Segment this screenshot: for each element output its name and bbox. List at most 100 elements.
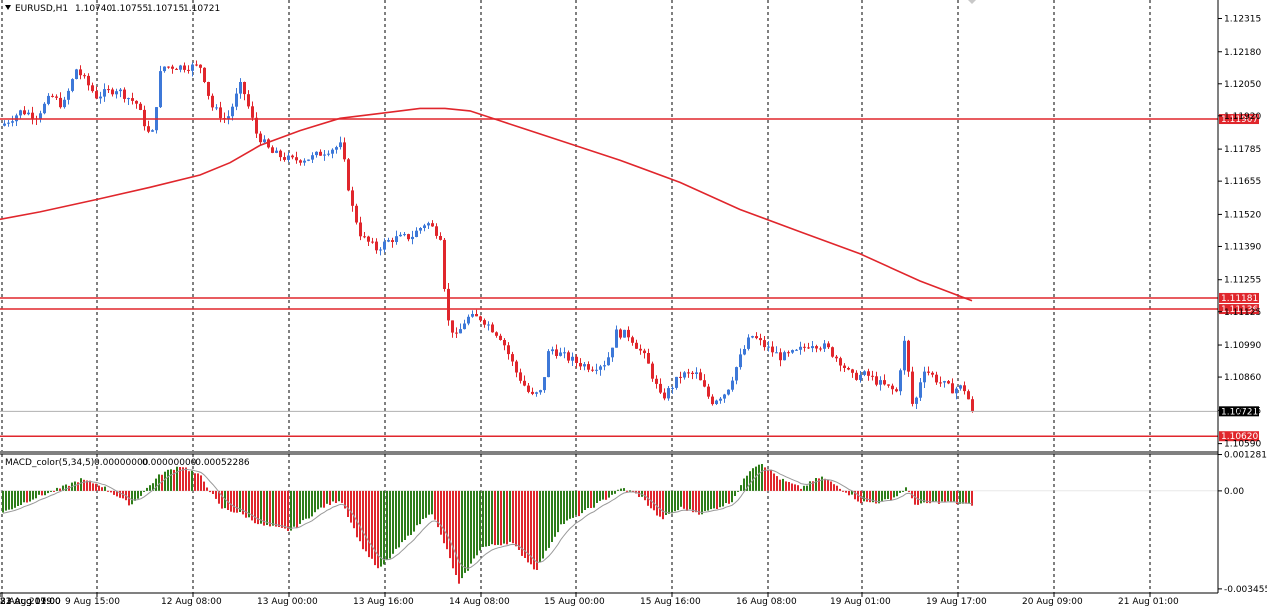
candle[interactable] [159, 65, 162, 108]
candle[interactable] [207, 81, 210, 100]
candle[interactable] [559, 347, 562, 357]
candle[interactable] [395, 230, 398, 245]
candle[interactable] [203, 67, 206, 84]
candle[interactable] [83, 73, 86, 79]
candle[interactable] [779, 348, 782, 367]
candle[interactable] [611, 347, 614, 362]
candle[interactable] [283, 152, 286, 162]
candle[interactable] [199, 64, 202, 74]
candle[interactable] [683, 371, 686, 380]
candle[interactable] [459, 323, 462, 334]
candle[interactable] [871, 370, 874, 381]
candle[interactable] [735, 366, 738, 385]
candle[interactable] [383, 238, 386, 253]
candle[interactable] [783, 350, 786, 361]
candle[interactable] [347, 158, 350, 192]
candle[interactable] [491, 322, 494, 333]
candle[interactable] [935, 371, 938, 385]
candle[interactable] [391, 237, 394, 248]
candle[interactable] [767, 341, 770, 352]
candle[interactable] [567, 350, 570, 364]
candle[interactable] [243, 81, 246, 101]
candle[interactable] [91, 82, 94, 93]
candle[interactable] [155, 107, 158, 134]
candle[interactable] [139, 102, 142, 111]
candle[interactable] [959, 384, 962, 391]
candle[interactable] [763, 336, 766, 351]
candle[interactable] [267, 138, 270, 149]
candle[interactable] [215, 104, 218, 111]
candle[interactable] [11, 115, 14, 127]
candle[interactable] [171, 64, 174, 74]
candle[interactable] [723, 393, 726, 403]
candle[interactable] [295, 151, 298, 164]
candle[interactable] [67, 88, 70, 105]
candle[interactable] [123, 87, 126, 103]
candle[interactable] [771, 341, 774, 357]
candle[interactable] [579, 358, 582, 370]
candle[interactable] [679, 371, 682, 384]
candle[interactable] [643, 348, 646, 359]
candle[interactable] [523, 375, 526, 387]
candle[interactable] [619, 328, 622, 340]
candle[interactable] [419, 227, 422, 234]
candle[interactable] [367, 235, 370, 246]
candle[interactable] [355, 203, 358, 225]
candle[interactable] [667, 386, 670, 401]
candle[interactable] [631, 335, 634, 346]
candle[interactable] [527, 383, 530, 394]
candle[interactable] [23, 106, 26, 116]
candle[interactable] [163, 66, 166, 73]
candle[interactable] [911, 366, 914, 407]
candle[interactable] [659, 378, 662, 394]
candle[interactable] [603, 360, 606, 371]
candle[interactable] [627, 326, 630, 342]
candle[interactable] [119, 88, 122, 98]
candle[interactable] [319, 149, 322, 156]
candle[interactable] [915, 396, 918, 409]
candle[interactable] [379, 247, 382, 256]
candle[interactable] [259, 131, 262, 146]
candle[interactable] [655, 375, 658, 389]
candle[interactable] [299, 159, 302, 166]
candle[interactable] [55, 94, 58, 100]
candle[interactable] [507, 342, 510, 360]
candle[interactable] [387, 237, 390, 243]
candle[interactable] [495, 331, 498, 338]
candle[interactable] [499, 333, 502, 341]
candle[interactable] [863, 370, 866, 377]
candle[interactable] [707, 383, 710, 399]
candle[interactable] [859, 371, 862, 383]
candle[interactable] [87, 73, 90, 91]
candle[interactable] [131, 92, 134, 105]
candle[interactable] [411, 230, 414, 245]
candle[interactable] [599, 364, 602, 376]
candle[interactable] [647, 348, 650, 364]
candle[interactable] [931, 371, 934, 378]
candle[interactable] [699, 368, 702, 381]
candle[interactable] [147, 120, 150, 134]
candle[interactable] [811, 341, 814, 353]
candle[interactable] [311, 152, 314, 163]
candle[interactable] [359, 216, 362, 241]
candle[interactable] [695, 367, 698, 379]
candle[interactable] [19, 109, 22, 119]
candle[interactable] [71, 78, 74, 93]
candle[interactable] [895, 387, 898, 393]
candle[interactable] [63, 96, 66, 109]
candle[interactable] [51, 93, 54, 98]
candle[interactable] [479, 315, 482, 323]
candle[interactable] [503, 338, 506, 351]
candle[interactable] [671, 385, 674, 394]
candle[interactable] [175, 67, 178, 70]
candle[interactable] [955, 386, 958, 400]
candle[interactable] [431, 220, 434, 227]
candle[interactable] [39, 110, 42, 123]
candle[interactable] [727, 389, 730, 396]
candle[interactable] [435, 223, 438, 239]
candle[interactable] [807, 342, 810, 349]
candle[interactable] [595, 363, 598, 375]
candle[interactable] [375, 238, 378, 254]
candle[interactable] [867, 368, 870, 381]
candle[interactable] [7, 120, 10, 127]
